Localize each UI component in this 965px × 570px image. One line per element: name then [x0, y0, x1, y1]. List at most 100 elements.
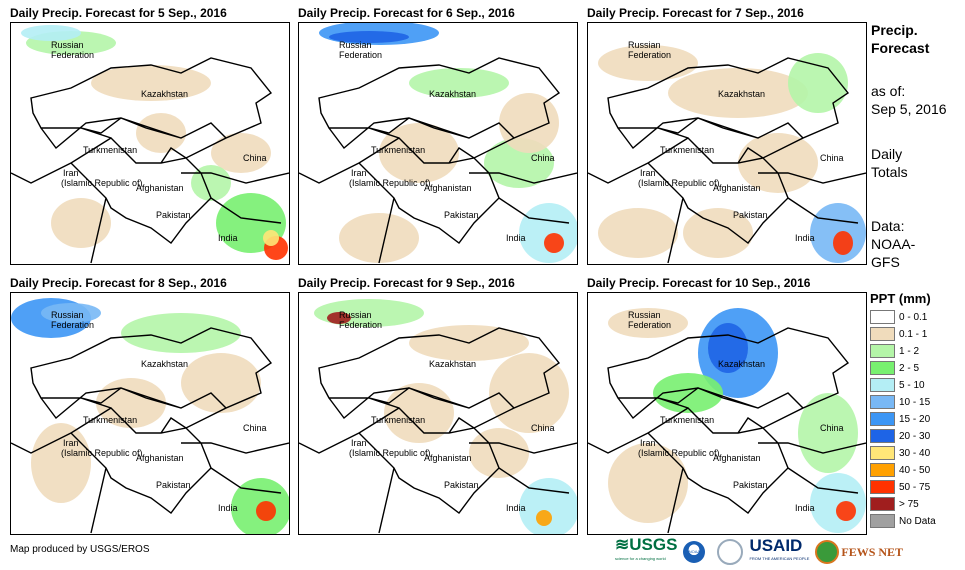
precip-area — [836, 501, 856, 521]
precip-area — [536, 510, 552, 526]
fews-net-logo: FEWS NET — [815, 540, 903, 564]
precip-area — [489, 353, 569, 433]
legend-item: 40 - 50 — [870, 463, 930, 477]
legend-swatch — [870, 361, 895, 375]
legend-label: 0.1 - 1 — [899, 328, 928, 340]
country-label-russia2: Federation — [51, 320, 95, 330]
country-label-china: China — [531, 153, 555, 163]
precip-area — [96, 378, 166, 428]
map-canvas — [11, 25, 289, 264]
forecast-map-panel: Russian Federation Kazakhstan Turkmenistan I… — [298, 292, 578, 535]
map-canvas — [588, 308, 866, 534]
country-label-turkmenistan: Turkmenistan — [83, 415, 138, 425]
country-label-china: China — [820, 153, 844, 163]
data-source: Data: NOAA- GFS — [871, 218, 916, 270]
country-label-russia1: Russian — [51, 310, 84, 320]
country-label-russia2: Federation — [339, 320, 383, 330]
precip-area — [121, 313, 241, 353]
panel-title: Daily Precip. Forecast for 5 Sep., 2016 — [10, 6, 227, 20]
as-of-date: as of: Sep 5, 2016 — [871, 83, 947, 117]
panel-title: Daily Precip. Forecast for 8 Sep., 2016 — [10, 276, 227, 290]
legend-item: 5 - 10 — [870, 378, 925, 392]
country-label-kazakhstan: Kazakhstan — [429, 89, 477, 99]
country-label-iran1: Iran — [63, 168, 79, 178]
country-label-turkmenistan: Turkmenistan — [371, 415, 426, 425]
panel-title: Daily Precip. Forecast for 6 Sep., 2016 — [298, 6, 515, 20]
legend-item: 2 - 5 — [870, 361, 919, 375]
country-label-afghanistan: Afghanistan — [713, 453, 761, 463]
country-label-pakistan: Pakistan — [156, 210, 191, 220]
precip-area — [256, 501, 276, 521]
legend-label: 1 - 2 — [899, 345, 920, 357]
country-label-china: China — [531, 423, 555, 433]
country-label-iran2: (Islamic Republic of) — [61, 448, 143, 458]
forecast-map-panel: Russian Federation Kazakhstan Turkmenistan I… — [587, 292, 867, 535]
legend-swatch — [870, 412, 895, 426]
legend-swatch — [870, 395, 895, 409]
country-label-iran2: (Islamic Republic of) — [638, 178, 720, 188]
country-label-pakistan: Pakistan — [733, 480, 768, 490]
country-label-pakistan: Pakistan — [156, 480, 191, 490]
precip-area — [91, 65, 211, 101]
country-label-russia2: Federation — [51, 50, 95, 60]
country-label-afghanistan: Afghanistan — [713, 183, 761, 193]
country-label-russia1: Russian — [628, 310, 661, 320]
country-borders — [11, 57, 289, 264]
country-borders — [299, 57, 577, 264]
country-label-russia1: Russian — [339, 310, 372, 320]
legend-swatch — [870, 497, 895, 511]
country-label-russia2: Federation — [339, 50, 383, 60]
country-label-afghanistan: Afghanistan — [424, 183, 472, 193]
precip-area — [263, 230, 279, 246]
country-label-iran1: Iran — [640, 168, 656, 178]
panel-title: Daily Precip. Forecast for 10 Sep., 2016 — [587, 276, 811, 290]
country-label-iran2: (Islamic Republic of) — [349, 178, 431, 188]
usgs-logo: ≋USGS science for a changing world — [615, 535, 678, 561]
forecast-map-panel: Russian Federation Kazakhstan Turkmenistan I… — [10, 292, 290, 535]
legend-swatch — [870, 463, 895, 477]
country-label-turkmenistan: Turkmenistan — [660, 145, 715, 155]
precip-area — [339, 213, 419, 263]
precip-area — [329, 31, 409, 43]
country-label-kazakhstan: Kazakhstan — [141, 359, 189, 369]
map-canvas — [299, 299, 577, 534]
legend-item: 10 - 15 — [870, 395, 930, 409]
legend-swatch — [870, 429, 895, 443]
country-label-turkmenistan: Turkmenistan — [660, 415, 715, 425]
precip-area — [31, 423, 91, 503]
precip-area — [608, 443, 688, 523]
country-label-iran1: Iran — [351, 168, 367, 178]
country-borders — [588, 57, 866, 264]
country-label-afghanistan: Afghanistan — [136, 453, 184, 463]
footer-credit: Map produced by USGS/EROS — [10, 544, 150, 555]
legend-item: No Data — [870, 514, 936, 528]
precip-area — [51, 198, 111, 248]
legend-label: 0 - 0.1 — [899, 311, 928, 323]
legend-label: 20 - 30 — [899, 430, 931, 442]
precip-area — [683, 208, 753, 258]
precip-area — [181, 353, 261, 413]
country-label-russia2: Federation — [628, 320, 672, 330]
legend-label: 10 - 15 — [899, 396, 931, 408]
precip-area — [469, 428, 529, 478]
legend-swatch — [870, 327, 895, 341]
country-label-china: China — [243, 423, 267, 433]
country-label-india: India — [795, 233, 815, 243]
country-label-kazakhstan: Kazakhstan — [141, 89, 189, 99]
legend-title: PPT (mm) — [870, 291, 931, 306]
side-title: Precip. Forecast — [871, 22, 930, 56]
country-label-pakistan: Pakistan — [444, 480, 479, 490]
usaid-seal — [717, 539, 744, 565]
precip-area — [788, 53, 848, 113]
precip-area — [409, 68, 509, 98]
country-label-kazakhstan: Kazakhstan — [718, 359, 766, 369]
precip-area — [499, 93, 559, 153]
legend-swatch — [870, 514, 895, 528]
legend-label: 40 - 50 — [899, 464, 931, 476]
country-borders — [11, 327, 289, 534]
precip-area — [191, 165, 231, 201]
precip-area — [668, 68, 808, 118]
precip-area — [833, 231, 853, 255]
legend-item: > 75 — [870, 497, 919, 511]
noaa-logo: NOAA — [683, 541, 706, 563]
